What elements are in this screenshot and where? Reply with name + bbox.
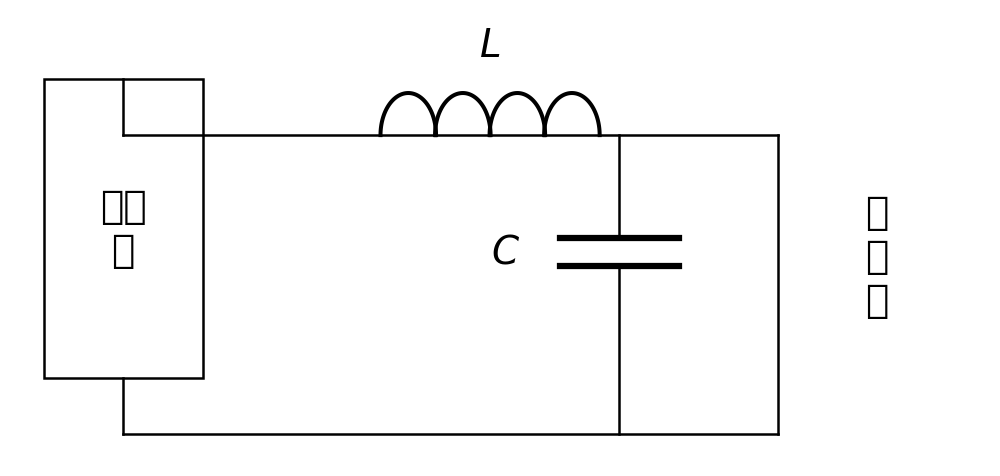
Text: $C$: $C$ [491, 233, 520, 271]
Text: 输
出
端: 输 出 端 [865, 194, 889, 320]
Text: $L$: $L$ [479, 27, 501, 65]
Polygon shape [44, 79, 203, 378]
Text: 逆变
侧: 逆变 侧 [100, 188, 147, 269]
